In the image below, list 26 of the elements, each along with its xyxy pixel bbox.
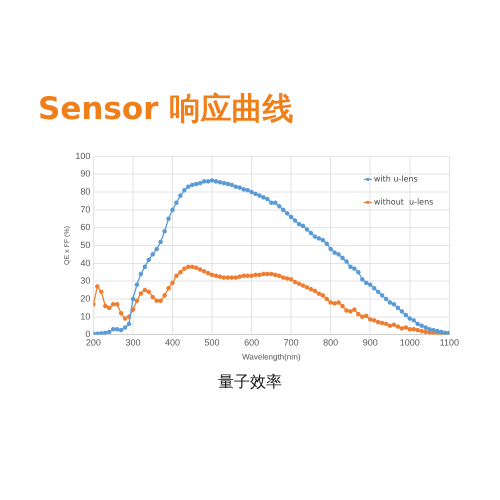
x-tick-label: 400: [164, 337, 180, 348]
x-tick-label: 500: [204, 337, 220, 348]
text: 量子效率: [217, 372, 283, 393]
y-tick-label: 100: [75, 150, 90, 161]
chart-title: Sensor 响应曲线: [38, 90, 294, 129]
y-tick-label: 70: [80, 204, 90, 214]
x-tick-label: 200: [86, 337, 101, 348]
y-tick-label: 40: [80, 258, 90, 268]
y-tick-label: 90: [80, 168, 90, 179]
x-tick-label: 1100: [440, 337, 460, 348]
legend-label: with u-lens: [374, 174, 418, 184]
x-tick-label: 300: [125, 337, 140, 348]
y-tick-label: 80: [80, 186, 90, 197]
x-tick-label: 1000: [400, 337, 420, 348]
x-tick-label: 600: [244, 337, 260, 348]
y-tick-label: 50: [80, 240, 90, 250]
y-tick-label: 20: [80, 293, 90, 304]
x-tick-label: 700: [284, 337, 299, 348]
x-axis-title: Wavelength(nm): [242, 352, 301, 362]
y-tick-label: 30: [80, 276, 90, 286]
legend-label: without u-lens: [374, 197, 434, 206]
y-tick-label: 60: [80, 222, 90, 232]
y-tick-label: 10: [80, 311, 90, 322]
y-tick-label: 0: [85, 329, 90, 340]
x-tick-label: 900: [362, 337, 378, 348]
x-tick-label: 800: [323, 337, 338, 348]
